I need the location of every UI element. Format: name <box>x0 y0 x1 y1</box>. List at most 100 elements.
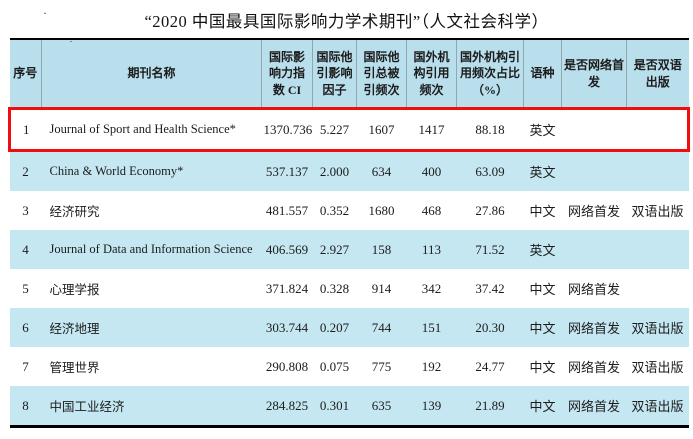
cell-foreign-citations: 468 <box>421 202 442 218</box>
col-header-bilingual: 是否双语出版 <box>626 39 689 109</box>
cell-impact-factor: 0.301 <box>319 397 350 413</box>
col-header-ci-index: 国际影响力指数 CI <box>261 39 313 109</box>
cell-language: 中文 <box>529 321 556 336</box>
cell-bilingual <box>627 230 689 269</box>
cell-language: 中文 <box>529 204 556 219</box>
cell-foreign-citations: 113 <box>421 241 442 257</box>
cell-total-citations: 634 <box>371 163 392 179</box>
table-row: 2 China & World Economy* 537.137 2.000 6… <box>9 150 689 192</box>
cell-bilingual <box>627 151 689 192</box>
cell-impact-factor: 0.075 <box>319 358 350 374</box>
table-row-highlighted: 1 Journal of Sport and Health Science* 1… <box>8 107 690 152</box>
cell-bilingual: 双语出版 <box>631 360 684 375</box>
cell-foreign-pct: 24.77 <box>475 358 505 374</box>
col-header-foreign-pct: 国外机构引用频次占比（%） <box>456 39 524 109</box>
cell-bilingual: 双语出版 <box>631 204 684 219</box>
cell-foreign-citations: 192 <box>421 358 442 374</box>
cell-journal-name: Journal of Sport and Health Science* <box>41 107 262 152</box>
cell-rank: 6 <box>22 319 29 335</box>
cell-online-first <box>562 230 627 269</box>
cell-journal-name: 心理学报 <box>49 283 100 297</box>
cell-total-citations: 914 <box>371 280 392 296</box>
table-row: 8 中国工业经济 284.825 0.301 635 139 21.89 中文 … <box>9 386 689 427</box>
cell-online-first <box>562 151 627 192</box>
cell-total-citations: 635 <box>371 397 392 413</box>
col-header-language: 语种 <box>523 39 562 109</box>
cell-online-first: 网络首发 <box>567 282 620 297</box>
cell-ci-index: 290.808 <box>265 358 309 374</box>
cell-bilingual: 双语出版 <box>631 321 684 336</box>
col-header-online-first: 是否网络首发 <box>561 39 627 109</box>
cell-language: 英文 <box>529 165 556 180</box>
table-row: 7 管理世界 290.808 0.075 775 192 24.77 中文 网络… <box>10 347 689 386</box>
cell-journal-name: 中国工业经济 <box>49 400 125 414</box>
table-row: 3 经济研究 481.557 0.352 1680 468 27.86 中文 网… <box>10 191 689 230</box>
table-header: 序号 期刊名称 国际影响力指数 CI 国际他引影响因子 国际他引总被引频次 国外… <box>9 39 689 109</box>
cell-online-first <box>561 107 627 152</box>
cell-rank: 8 <box>22 397 29 413</box>
cell-bilingual <box>626 107 690 152</box>
cell-foreign-pct: 20.30 <box>475 319 505 335</box>
col-header-impact-factor: 国际他引影响因子 <box>312 39 357 109</box>
cell-journal-name: 经济地理 <box>49 322 100 336</box>
cell-bilingual: 双语出版 <box>631 399 684 414</box>
cell-bilingual <box>627 269 689 308</box>
cell-foreign-pct: 27.86 <box>475 202 505 218</box>
cell-online-first: 网络首发 <box>567 204 620 219</box>
cell-language: 中文 <box>529 282 556 297</box>
cell-ci-index: 406.569 <box>265 241 309 257</box>
cell-foreign-pct: 88.18 <box>456 107 524 152</box>
cell-foreign-citations: 139 <box>421 397 442 413</box>
cell-language: 中文 <box>529 399 556 414</box>
col-header-rank: 序号 <box>9 39 42 109</box>
cell-total-citations: 775 <box>371 358 392 374</box>
cell-total-citations: 1680 <box>368 202 395 218</box>
cell-foreign-citations: 400 <box>421 163 442 179</box>
cell-language: 英文 <box>529 243 556 258</box>
cell-online-first: 网络首发 <box>567 399 620 414</box>
cell-ci-index: 481.557 <box>265 202 309 218</box>
cell-total-citations: 1607 <box>356 107 407 152</box>
cell-foreign-pct: 37.42 <box>475 280 505 296</box>
cell-impact-factor: 2.000 <box>319 163 350 179</box>
cell-foreign-citations: 151 <box>421 319 442 335</box>
cell-ci-index: 1370.736 <box>261 107 313 152</box>
col-header-foreign-citations: 国外机构引用频次 <box>406 39 457 109</box>
header-row: 序号 期刊名称 国际影响力指数 CI 国际他引影响因子 国际他引总被引频次 国外… <box>9 39 689 109</box>
cell-rank: 7 <box>22 358 29 374</box>
cell-online-first: 网络首发 <box>567 360 620 375</box>
cell-rank: 2 <box>22 163 29 179</box>
cell-journal-name: 管理世界 <box>49 361 100 375</box>
cell-foreign-pct: 71.52 <box>475 241 505 257</box>
cell-rank: 5 <box>22 280 29 296</box>
cell-ci-index: 537.137 <box>265 163 309 179</box>
table-row: 6 经济地理 303.744 0.207 744 151 20.30 中文 网络… <box>9 308 689 347</box>
cell-impact-factor: 5.227 <box>312 107 357 152</box>
cell-journal-name: China & World Economy* <box>49 164 184 178</box>
cell-foreign-citations: 342 <box>421 280 442 296</box>
cell-rank: 3 <box>22 202 29 218</box>
cell-total-citations: 158 <box>371 241 392 257</box>
table-row: 4 Journal of Data and Information Scienc… <box>9 230 689 269</box>
cell-impact-factor: 0.352 <box>319 202 350 218</box>
stray-mark: . <box>70 34 73 44</box>
cell-journal-name: Journal of Data and Information Science <box>49 242 253 256</box>
table-body: 1 Journal of Sport and Health Science* 1… <box>8 107 690 427</box>
col-header-journal-name: 期刊名称 <box>41 39 262 109</box>
cell-ci-index: 371.824 <box>265 280 309 296</box>
cell-total-citations: 744 <box>371 319 392 335</box>
page-title: “2020 中国最具国际影响力学术期刊”（人文社会科学） <box>144 12 549 31</box>
cell-online-first: 网络首发 <box>567 321 620 336</box>
table-row: 5 心理学报 371.824 0.328 914 342 37.42 中文 网络… <box>10 269 689 308</box>
cell-ci-index: 303.744 <box>265 319 309 335</box>
cell-foreign-pct: 63.09 <box>475 163 505 179</box>
stray-mark: · <box>43 6 47 20</box>
journals-table: 序号 期刊名称 国际影响力指数 CI 国际他引影响因子 国际他引总被引频次 国外… <box>8 38 690 428</box>
col-header-total-citations: 国际他引总被引频次 <box>356 39 407 109</box>
cell-foreign-pct: 21.89 <box>475 397 505 413</box>
cell-rank: 1 <box>8 107 42 152</box>
cell-journal-name: 经济研究 <box>49 205 100 219</box>
cell-impact-factor: 0.328 <box>319 280 350 296</box>
cell-rank: 4 <box>22 241 29 257</box>
